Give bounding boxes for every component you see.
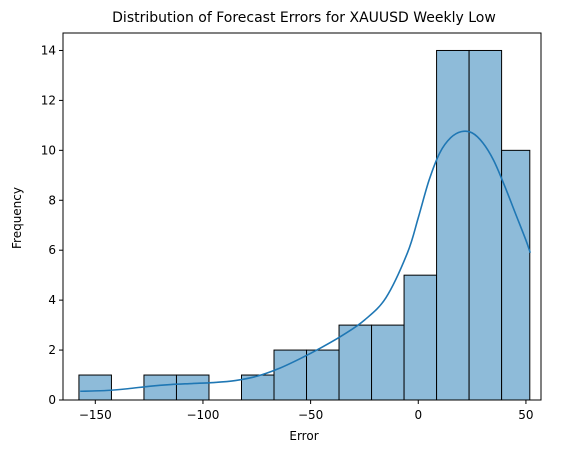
chart-title: Distribution of Forecast Errors for XAUU… xyxy=(112,10,496,26)
y-axis-label: Frequency xyxy=(10,187,24,249)
y-tick-label: 4 xyxy=(48,293,56,307)
y-tick-label: 12 xyxy=(41,93,56,107)
histogram-bar xyxy=(371,324,405,401)
histogram-bar xyxy=(338,324,373,401)
y-tick-label: 0 xyxy=(48,393,56,407)
y-tick-label: 6 xyxy=(48,243,56,257)
y-tick-label: 2 xyxy=(48,343,56,357)
x-tick-label: −100 xyxy=(186,408,219,422)
y-tick-label: 8 xyxy=(48,193,56,207)
x-tick-label: −50 xyxy=(298,408,323,422)
kde-curve xyxy=(80,130,531,393)
x-tick-label: 50 xyxy=(518,408,533,422)
histogram-bar xyxy=(306,349,340,401)
histogram-bar xyxy=(78,374,112,401)
y-tick-label: 14 xyxy=(41,43,56,57)
x-tick-label: −150 xyxy=(79,408,112,422)
y-tick-label: 10 xyxy=(41,143,56,157)
plot-frame xyxy=(62,32,542,401)
histogram-bar xyxy=(436,49,470,401)
histogram-bar xyxy=(175,374,210,401)
histogram-bar xyxy=(143,374,177,401)
x-axis-label: Error xyxy=(289,429,318,443)
x-tick-label: 0 xyxy=(414,408,422,422)
histogram-bar xyxy=(468,49,503,401)
histogram-bar xyxy=(403,274,438,401)
